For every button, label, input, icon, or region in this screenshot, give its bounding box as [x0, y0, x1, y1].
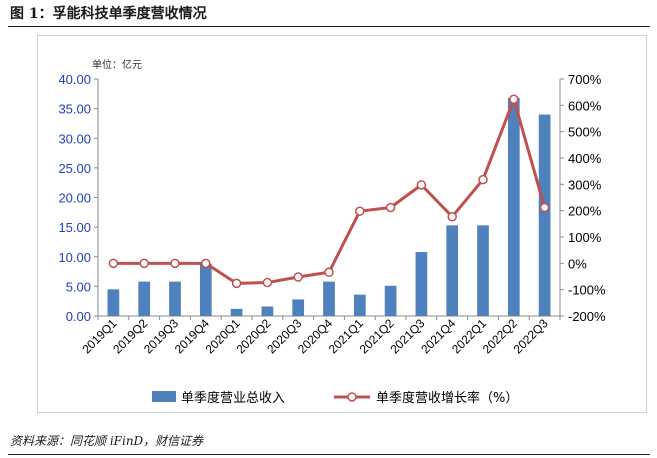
figure-title: 图 1：孚能科技单季度营收情况 [10, 6, 207, 22]
y-right-tick-label: 600% [568, 98, 602, 113]
growth-point [262, 277, 273, 288]
y-left-tick-label: 40.00 [58, 72, 91, 87]
bar [415, 252, 428, 316]
bar [199, 263, 212, 316]
y-right-tick-label: 400% [568, 151, 602, 166]
growth-point [324, 267, 334, 278]
growth-point [539, 202, 550, 213]
bar [261, 306, 274, 316]
source-note: 资料来源：同花顺 iFinD，财信证券 [10, 434, 204, 448]
growth-point [385, 202, 396, 213]
bar [538, 114, 551, 316]
y-left-tick-label: 5.00 [66, 279, 91, 294]
bar [353, 294, 366, 316]
legend-line-label: 单季度营收增长率（%） [376, 390, 518, 406]
bar [138, 281, 151, 316]
y-left-tick-label: 30.00 [58, 131, 91, 146]
y-left-tick-label: 10.00 [58, 250, 91, 265]
bar [477, 225, 489, 316]
y-right-tick-label: -200% [568, 309, 606, 324]
growth-point [293, 272, 303, 282]
growth-point [108, 258, 119, 269]
bar [507, 97, 520, 317]
bar [169, 281, 181, 316]
y-right-tick-label: -100% [568, 283, 606, 298]
y-left-tick-label: 0.00 [66, 309, 91, 324]
growth-point [355, 206, 365, 216]
x-tick-label: 2022Q3 [511, 316, 551, 356]
y-left-tick-label: 15.00 [58, 220, 91, 235]
title-divider [8, 26, 650, 27]
legend-bar-label: 单季度营业总收入 [181, 390, 285, 406]
bar [446, 225, 459, 316]
bar [384, 285, 397, 316]
y-left-tick-label: 35.00 [58, 102, 91, 117]
growth-point [478, 174, 488, 185]
growth-point [509, 94, 519, 105]
legend-line-marker [347, 392, 357, 402]
y-left-tick-label: 25.00 [58, 161, 91, 176]
y-right-tick-label: 300% [568, 177, 602, 192]
bar [292, 299, 305, 316]
unit-label: 单位：亿元 [92, 58, 142, 71]
y-right-tick-label: 200% [568, 204, 602, 219]
growth-point [201, 258, 211, 269]
bar [107, 289, 120, 316]
y-right-tick-label: 100% [568, 230, 602, 245]
y-right-tick-label: 500% [568, 125, 602, 140]
growth-point [447, 211, 457, 222]
legend-bar-swatch [152, 391, 176, 402]
growth-point [416, 180, 427, 190]
growth-point [231, 278, 242, 289]
bottom-divider [8, 454, 650, 455]
growth-point [170, 258, 180, 269]
y-right-tick-label: 700% [568, 72, 602, 87]
y-right-tick-label: 0% [568, 256, 587, 271]
bar [323, 281, 335, 316]
y-left-tick-label: 20.00 [58, 191, 91, 206]
chart-frame [37, 35, 647, 413]
growth-point [139, 258, 149, 269]
bar [230, 308, 243, 316]
